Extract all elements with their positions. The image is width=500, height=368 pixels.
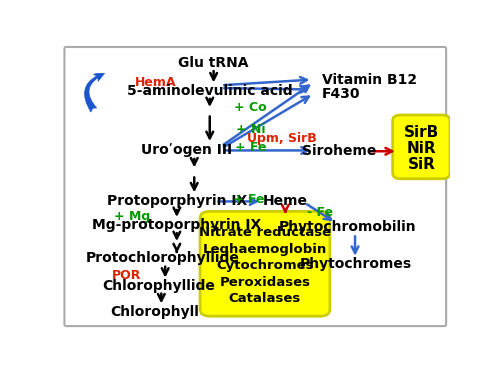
FancyBboxPatch shape: [64, 47, 446, 326]
Text: Phytochromes: Phytochromes: [300, 257, 412, 271]
Text: Protoporphyrin IX: Protoporphyrin IX: [106, 194, 247, 208]
Text: Glu tRNA: Glu tRNA: [178, 56, 249, 70]
Text: Peroxidases: Peroxidases: [220, 276, 310, 289]
Text: Vitamin B12: Vitamin B12: [322, 72, 417, 86]
Text: Catalases: Catalases: [229, 292, 301, 305]
Text: POR: POR: [112, 269, 141, 282]
Text: Protochlorophyllide: Protochlorophyllide: [86, 251, 239, 265]
Text: + Mg: + Mg: [114, 210, 150, 223]
Text: HemA: HemA: [135, 76, 176, 89]
Text: Heme: Heme: [263, 194, 308, 208]
Text: Upm, SirB: Upm, SirB: [246, 132, 316, 145]
Text: Chlorophyll: Chlorophyll: [110, 305, 199, 319]
Text: + Fe: + Fe: [234, 141, 266, 154]
Text: + Fe: + Fe: [233, 193, 264, 206]
FancyArrowPatch shape: [84, 73, 104, 112]
Text: Leghaemoglobin: Leghaemoglobin: [203, 243, 327, 256]
Text: + Co: + Co: [234, 102, 267, 114]
Text: Mg-protoporphyrin IX: Mg-protoporphyrin IX: [92, 218, 262, 232]
Text: SirB: SirB: [404, 124, 439, 139]
Text: 5-aminolevulinic acid: 5-aminolevulinic acid: [127, 84, 292, 98]
Text: Cytochromes: Cytochromes: [216, 259, 314, 272]
Text: NiR: NiR: [406, 141, 436, 156]
Text: - Fe: - Fe: [307, 206, 333, 219]
Text: Phytochromobilin: Phytochromobilin: [278, 220, 416, 234]
FancyBboxPatch shape: [392, 115, 450, 179]
FancyBboxPatch shape: [200, 211, 330, 316]
Text: Siroheme: Siroheme: [302, 144, 377, 158]
Text: SiR: SiR: [408, 158, 436, 172]
Text: F430: F430: [322, 87, 360, 101]
Text: + Ni: + Ni: [236, 123, 265, 136]
Text: Uroʹogen III: Uroʹogen III: [141, 144, 232, 158]
Text: Nitrate reductase: Nitrate reductase: [199, 226, 331, 239]
Text: Chlorophyllide: Chlorophyllide: [102, 279, 215, 293]
